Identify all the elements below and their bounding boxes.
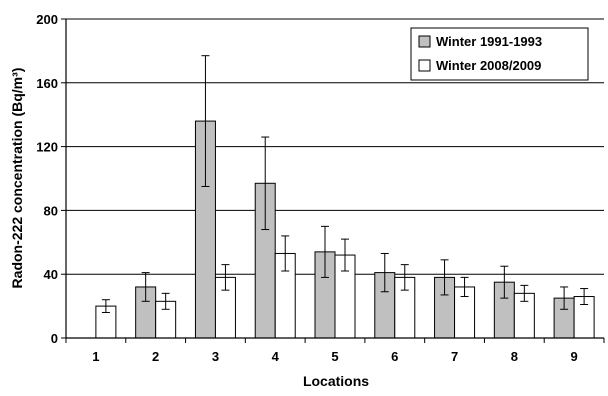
error-bar-series-1-cat-4 — [261, 136, 270, 231]
bars — [95, 120, 595, 339]
error-bar-series-1-cat-8 — [500, 265, 509, 299]
error-bar-series-2-cat-5 — [341, 238, 349, 272]
error-bar-series-1-cat-5 — [321, 225, 329, 278]
x-tick-labels: 1 2 3 4 5 6 7 8 9 — [92, 349, 577, 364]
y-tick-label: 80 — [44, 203, 58, 218]
legend-label-series-1: Winter 1991-1993 — [436, 34, 542, 49]
y-tick-label: 0 — [51, 331, 58, 346]
axes — [61, 18, 605, 343]
error-bar-series-2-cat-3 — [221, 264, 230, 291]
legend-swatch-series-1 — [418, 35, 431, 48]
x-tick-label: 8 — [511, 349, 518, 364]
x-axis-title: Locations — [303, 373, 369, 389]
x-tick-label: 1 — [92, 349, 99, 364]
x-tick-label: 9 — [570, 349, 577, 364]
x-tick-label: 5 — [331, 349, 338, 364]
x-tick-label: 2 — [152, 349, 159, 364]
error-bar-series-1-cat-2 — [141, 272, 150, 302]
error-bar-series-1-cat-3 — [201, 55, 210, 187]
error-bar-series-2-cat-4 — [281, 235, 290, 272]
error-bar-series-1-cat-9 — [560, 286, 569, 310]
error-bar-series-2-cat-6 — [400, 264, 409, 291]
error-bar-series-2-cat-9 — [580, 288, 589, 306]
x-tick-label: 4 — [272, 349, 280, 364]
error-bar-series-2-cat-1 — [101, 299, 110, 313]
error-bar-series-2-cat-2 — [161, 292, 170, 310]
legend-box — [410, 27, 589, 81]
y-tick-label: 120 — [36, 140, 58, 155]
y-tick-label: 160 — [36, 76, 58, 91]
y-tick-label: 40 — [44, 267, 58, 282]
error-bar-series-2-cat-8 — [520, 284, 529, 302]
y-tick-label: 200 — [36, 12, 58, 27]
legend: Winter 1991-1993 Winter 2008/2009 — [410, 27, 589, 81]
x-tick-label: 6 — [391, 349, 398, 364]
error-bar-series-1-cat-6 — [380, 252, 389, 293]
error-bar-series-1-cat-7 — [440, 259, 449, 296]
legend-swatch-series-2 — [418, 59, 431, 72]
error-bar-series-2-cat-7 — [460, 276, 469, 298]
x-tick-label: 3 — [212, 349, 219, 364]
y-tick-labels: 0 40 80 120 160 200 — [36, 12, 58, 346]
y-axis-title: Radon-222 concentration (Bq/m³) — [9, 68, 25, 289]
x-tick-label: 7 — [451, 349, 458, 364]
gridlines — [66, 18, 604, 275]
legend-label-series-2: Winter 2008/2009 — [436, 58, 541, 73]
error-bars — [101, 55, 589, 313]
